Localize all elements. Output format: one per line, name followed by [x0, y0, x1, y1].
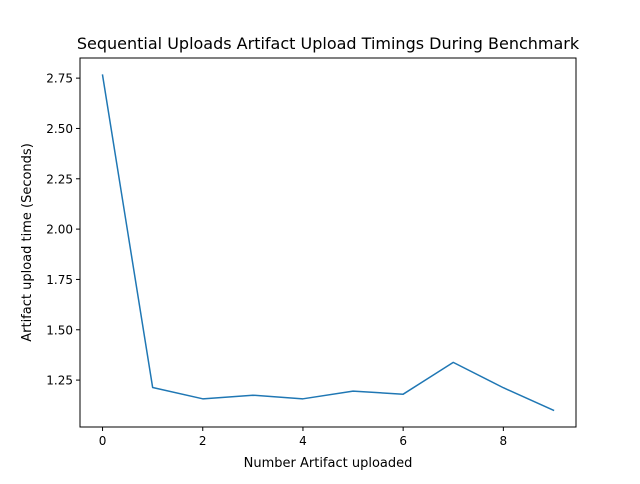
y-tick-label: 1.25	[46, 374, 73, 388]
x-tick-label: 6	[399, 434, 407, 448]
y-tick-label: 2.25	[46, 172, 73, 186]
y-tick-label: 2.75	[46, 72, 73, 86]
y-tick-label: 2.00	[46, 223, 73, 237]
y-tick-label: 1.75	[46, 273, 73, 287]
y-axis-label: Artifact upload time (Seconds)	[20, 143, 35, 342]
x-tick-label: 8	[500, 434, 508, 448]
y-tick-label: 1.50	[46, 323, 73, 337]
x-tick-label: 4	[299, 434, 307, 448]
x-tick-label: 0	[99, 434, 107, 448]
x-tick-label: 2	[199, 434, 207, 448]
y-tick-label: 2.50	[46, 122, 73, 136]
x-axis-label: Number Artifact uploaded	[244, 456, 413, 471]
chart-title: Sequential Uploads Artifact Upload Timin…	[77, 34, 580, 53]
